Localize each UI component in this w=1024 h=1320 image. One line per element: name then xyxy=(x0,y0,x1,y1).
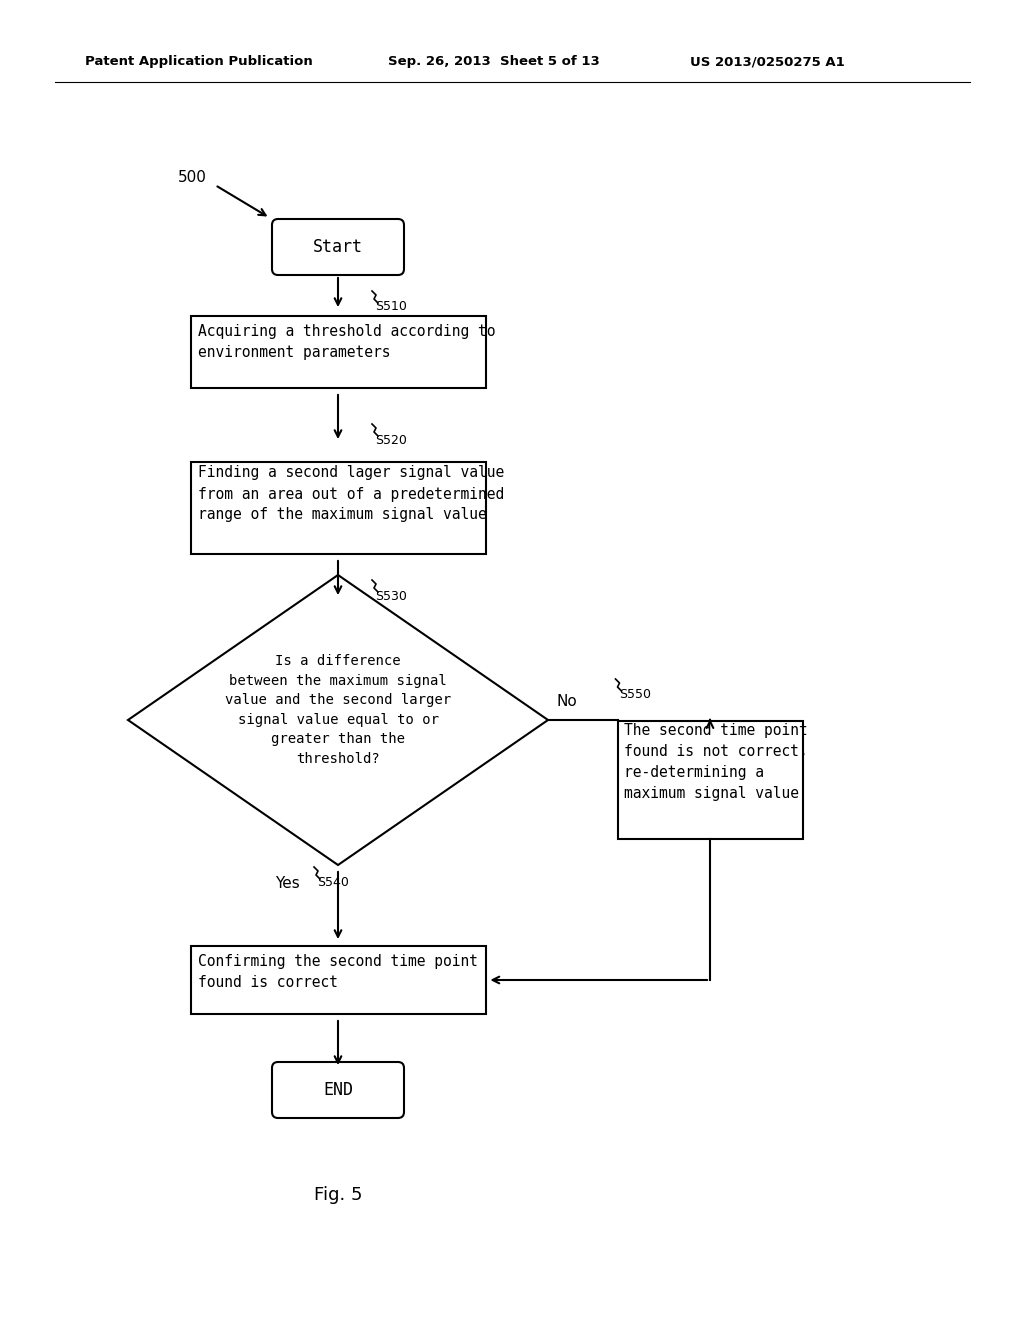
Text: Yes: Yes xyxy=(275,875,300,891)
Text: Finding a second lager signal value
from an area out of a predetermined
range of: Finding a second lager signal value from… xyxy=(199,466,505,523)
Text: No: No xyxy=(556,694,577,710)
Text: The second time point
found is not correct,
re-determining a
maximum signal valu: The second time point found is not corre… xyxy=(624,723,807,801)
Text: US 2013/0250275 A1: US 2013/0250275 A1 xyxy=(690,55,845,69)
Text: Is a difference
between the maximum signal
value and the second larger
signal va: Is a difference between the maximum sign… xyxy=(225,655,451,766)
Text: Confirming the second time point
found is correct: Confirming the second time point found i… xyxy=(199,954,478,990)
Text: S510: S510 xyxy=(375,301,407,314)
Bar xyxy=(617,721,803,840)
Bar xyxy=(190,462,485,554)
FancyBboxPatch shape xyxy=(272,1063,404,1118)
Text: Acquiring a threshold according to
environment parameters: Acquiring a threshold according to envir… xyxy=(199,323,496,360)
Text: Sep. 26, 2013  Sheet 5 of 13: Sep. 26, 2013 Sheet 5 of 13 xyxy=(388,55,600,69)
Text: S540: S540 xyxy=(317,876,349,890)
Text: S550: S550 xyxy=(620,689,651,701)
Text: Start: Start xyxy=(313,238,362,256)
Text: 500: 500 xyxy=(178,170,207,186)
Text: END: END xyxy=(323,1081,353,1100)
Bar xyxy=(190,946,485,1014)
Polygon shape xyxy=(128,576,548,865)
Bar xyxy=(190,315,485,388)
Text: Patent Application Publication: Patent Application Publication xyxy=(85,55,312,69)
Text: S530: S530 xyxy=(375,590,407,602)
Text: S520: S520 xyxy=(375,433,407,446)
Text: Fig. 5: Fig. 5 xyxy=(313,1185,362,1204)
FancyBboxPatch shape xyxy=(272,219,404,275)
